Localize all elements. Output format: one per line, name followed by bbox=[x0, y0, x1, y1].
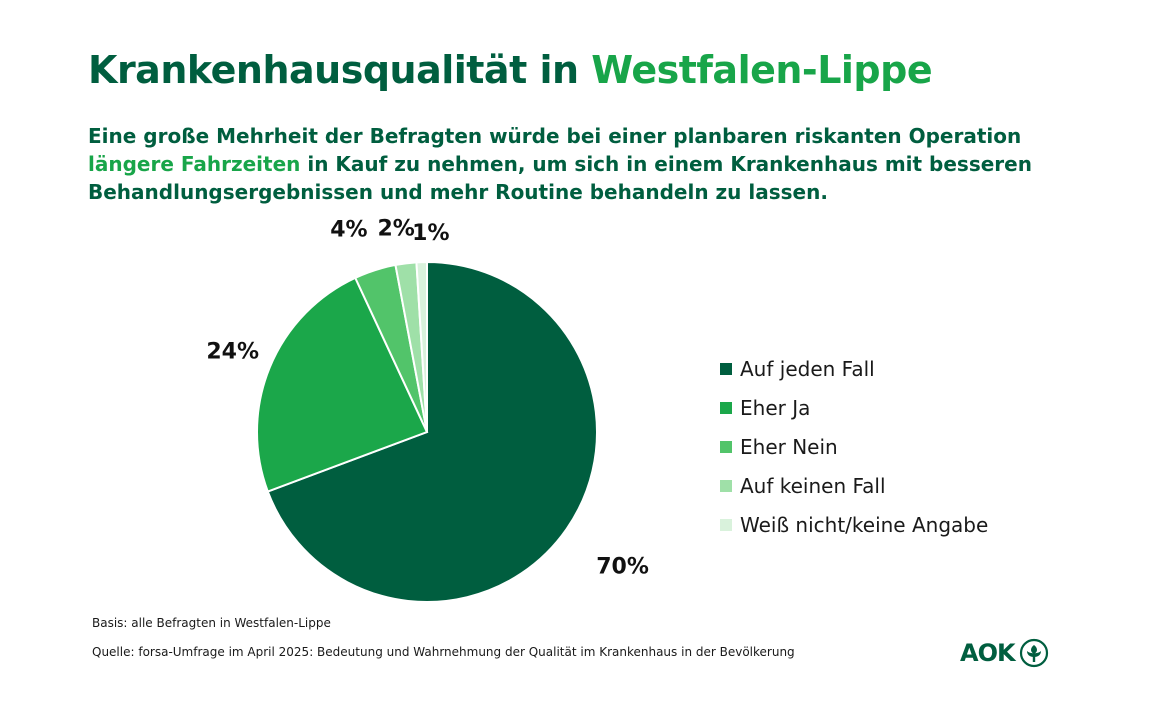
pie-slice-1 bbox=[266, 260, 598, 603]
aok-logo: AOK bbox=[960, 638, 1049, 668]
logo-text: AOK bbox=[960, 639, 1016, 667]
basis-note: Basis: alle Befragten in Westfalen-Lippe bbox=[92, 616, 331, 630]
legend-label: Weiß nicht/keine Angabe bbox=[740, 512, 989, 537]
legend-swatch bbox=[720, 440, 732, 453]
legend-swatch bbox=[720, 479, 732, 492]
slice-label-2: 24% bbox=[206, 339, 259, 364]
page-title: Krankenhausqualität in Westfalen-Lippe bbox=[88, 48, 933, 92]
legend-item-1: Auf jeden Fall bbox=[720, 349, 988, 388]
legend-label: Eher Nein bbox=[740, 434, 838, 459]
legend-swatch bbox=[720, 362, 732, 375]
slice-label-5: 1% bbox=[412, 221, 449, 246]
legend-label: Auf keinen Fall bbox=[740, 473, 886, 498]
subtitle-text-start: Eine große Mehrheit der Befragten würde … bbox=[88, 124, 1022, 148]
subtitle: Eine große Mehrheit der Befragten würde … bbox=[88, 122, 1088, 206]
aok-tree-icon bbox=[1019, 638, 1048, 668]
chart-legend: Auf jeden Fall Eher Ja Eher Nein Auf keinen… bbox=[720, 349, 988, 544]
subtitle-highlight: längere Fahrzeiten bbox=[88, 152, 301, 176]
legend-swatch bbox=[720, 401, 732, 414]
slice-label-4: 2% bbox=[378, 217, 415, 242]
title-highlight: Westfalen-Lippe bbox=[591, 48, 933, 92]
slice-label-3: 4% bbox=[330, 218, 367, 243]
legend-label: Auf jeden Fall bbox=[740, 356, 875, 381]
source-note: Quelle: forsa-Umfrage im April 2025: Bed… bbox=[92, 645, 795, 659]
pie-slice-2 bbox=[256, 276, 429, 493]
legend-item-4: Auf keinen Fall bbox=[720, 466, 988, 505]
slice-label-1: 70% bbox=[596, 555, 649, 580]
legend-label: Eher Ja bbox=[740, 395, 811, 420]
legend-swatch bbox=[720, 518, 732, 531]
title-main: Krankenhausqualität in bbox=[88, 48, 592, 92]
legend-item-2: Eher Ja bbox=[720, 388, 988, 427]
legend-item-5: Weiß nicht/keine Angabe bbox=[720, 505, 988, 544]
subtitle-text-end: in Kauf zu nehmen, um sich in einem Kran… bbox=[88, 152, 1032, 204]
pie-slice-5 bbox=[415, 260, 428, 433]
legend-item-3: Eher Nein bbox=[720, 427, 988, 466]
